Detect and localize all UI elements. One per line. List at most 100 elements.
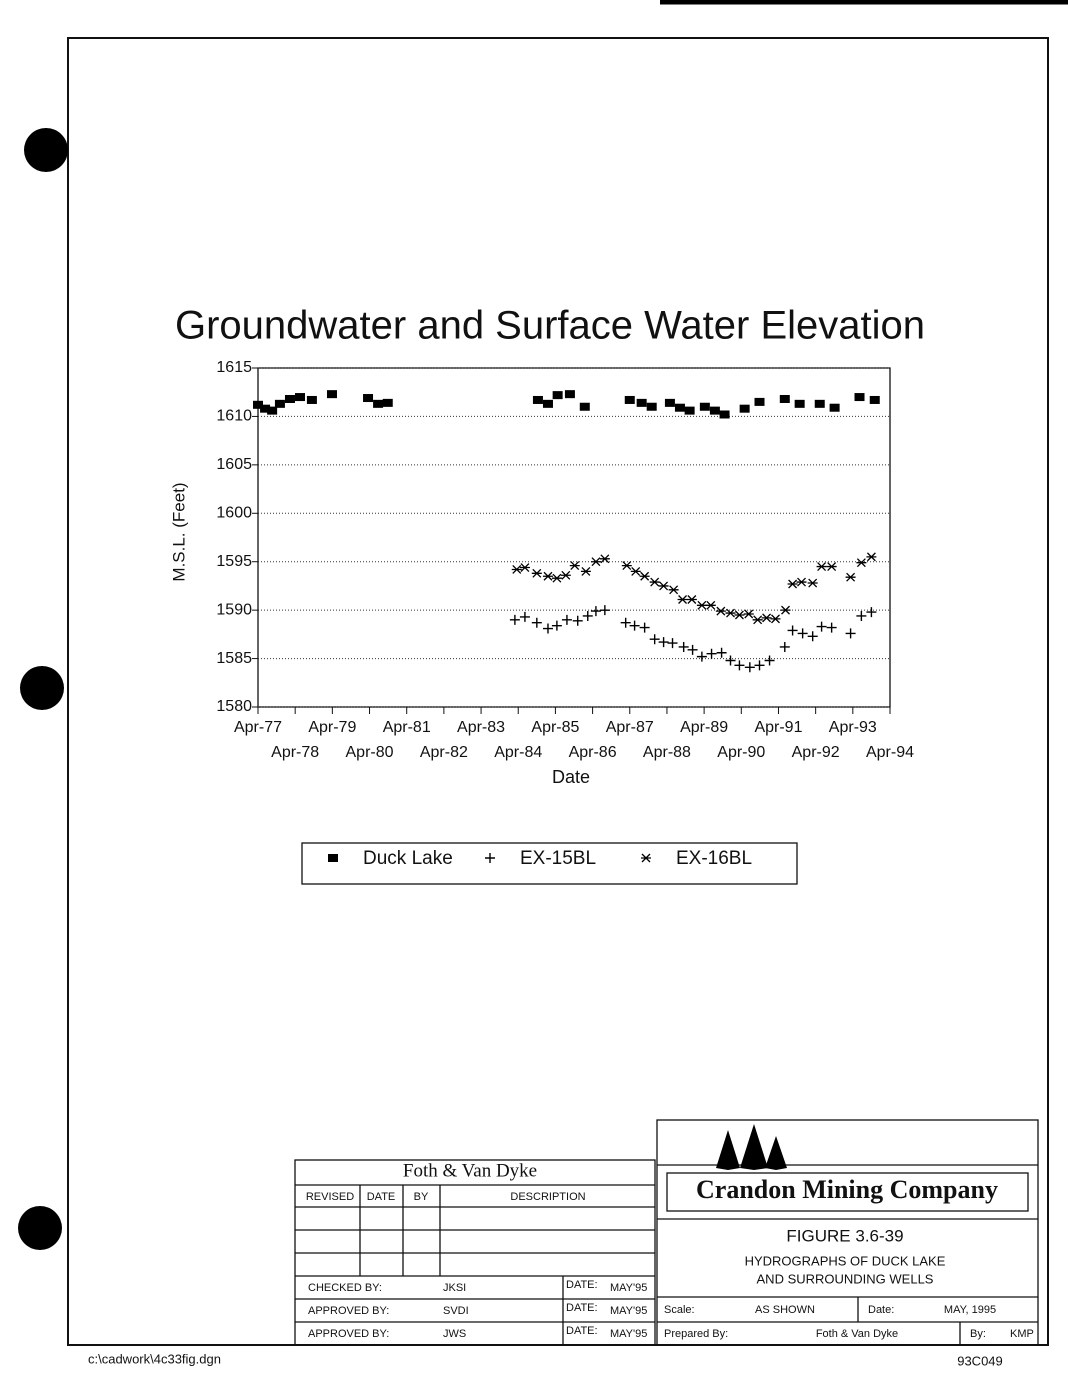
x-tick-label: Apr-87 bbox=[606, 719, 654, 736]
marker-asterisk bbox=[845, 572, 856, 582]
y-axis-label: M.S.L. (Feet) bbox=[169, 482, 188, 581]
marker-asterisk bbox=[796, 577, 807, 587]
marker-plus bbox=[845, 628, 856, 639]
marker-square bbox=[564, 390, 575, 399]
marker-square bbox=[829, 403, 840, 412]
figure-description: HYDROGRAPHS OF DUCK LAKE bbox=[745, 1253, 946, 1268]
y-tick-label: 1595 bbox=[216, 553, 252, 570]
marker-plus bbox=[797, 628, 808, 639]
drawing-number: 93C049 bbox=[957, 1353, 1003, 1368]
marker-asterisk bbox=[770, 614, 781, 624]
column-header: REVISED bbox=[306, 1191, 354, 1203]
marker-plus bbox=[667, 638, 678, 649]
marker-plus bbox=[582, 610, 593, 621]
marker-plus bbox=[754, 660, 765, 671]
marker-square bbox=[674, 403, 685, 412]
legend-marker bbox=[641, 853, 651, 863]
marker-square bbox=[739, 404, 750, 413]
marker-asterisk bbox=[639, 571, 650, 581]
y-tick-label: 1590 bbox=[216, 601, 252, 618]
date-label: Date: bbox=[868, 1304, 894, 1316]
marker-asterisk bbox=[542, 571, 553, 581]
figure-description: AND SURROUNDING WELLS bbox=[757, 1271, 934, 1286]
marker-square bbox=[267, 406, 278, 415]
marker-asterisk bbox=[519, 563, 530, 572]
by-label: By: bbox=[970, 1328, 986, 1340]
y-tick-label: 1580 bbox=[216, 698, 252, 715]
legend-label: EX-15BL bbox=[520, 848, 596, 869]
marker-plus bbox=[764, 655, 775, 666]
marker-asterisk bbox=[511, 565, 522, 574]
marker-asterisk bbox=[743, 609, 754, 619]
chart-title: Groundwater and Surface Water Elevation bbox=[175, 304, 925, 348]
marker-asterisk bbox=[590, 557, 601, 567]
x-tick-label: Apr-90 bbox=[717, 744, 765, 761]
marker-plus bbox=[826, 622, 837, 633]
legend-marker bbox=[485, 853, 495, 863]
marker-plus bbox=[734, 660, 745, 671]
marker-plus bbox=[779, 641, 790, 652]
revision-block bbox=[294, 1159, 656, 1346]
legend-box bbox=[301, 842, 798, 885]
marker-square bbox=[814, 399, 825, 408]
y-tick-label: 1605 bbox=[216, 456, 252, 473]
marker-asterisk bbox=[658, 581, 669, 591]
marker-square bbox=[719, 410, 730, 419]
marker-asterisk bbox=[705, 600, 716, 610]
marker-asterisk bbox=[531, 568, 542, 578]
scale: AS SHOWN bbox=[755, 1304, 815, 1316]
marker-asterisk bbox=[696, 600, 707, 610]
legend-marker bbox=[328, 854, 338, 862]
marker-asterisk bbox=[551, 573, 562, 583]
signoff-date-label: DATE: bbox=[566, 1302, 598, 1314]
marker-asterisk bbox=[630, 566, 641, 576]
x-tick-label: Apr-77 bbox=[234, 719, 282, 736]
marker-plus bbox=[678, 641, 689, 652]
marker-square bbox=[542, 399, 553, 408]
column-header: DATE bbox=[367, 1191, 396, 1203]
marker-plus bbox=[519, 611, 530, 622]
marker-asterisk bbox=[787, 579, 798, 589]
marker-asterisk bbox=[715, 606, 726, 616]
marker-plus bbox=[787, 625, 798, 636]
x-tick-label: Apr-80 bbox=[346, 744, 394, 761]
signoff-name: JKSI bbox=[443, 1282, 466, 1294]
company-name: Crandon Mining Company bbox=[696, 1175, 998, 1204]
x-tick-label: Apr-86 bbox=[569, 744, 617, 761]
punch-hole bbox=[24, 128, 68, 172]
punch-hole bbox=[18, 1206, 62, 1250]
x-tick-label: Apr-81 bbox=[383, 719, 431, 736]
marker-asterisk bbox=[686, 595, 697, 604]
y-tick-label: 1615 bbox=[216, 359, 252, 376]
marker-plus bbox=[531, 617, 542, 628]
marker-plus bbox=[551, 620, 562, 631]
signoff-label: APPROVED BY: bbox=[308, 1328, 389, 1340]
marker-plus bbox=[866, 607, 877, 618]
marker-square bbox=[373, 399, 384, 408]
marker-asterisk bbox=[752, 615, 763, 625]
column-header: BY bbox=[414, 1191, 429, 1203]
marker-square bbox=[794, 399, 805, 408]
company-block bbox=[656, 1119, 1039, 1346]
marker-square bbox=[624, 395, 635, 404]
by: KMP bbox=[1010, 1328, 1034, 1340]
marker-square bbox=[306, 395, 317, 404]
signoff-label: APPROVED BY: bbox=[308, 1305, 389, 1317]
marker-square bbox=[260, 404, 271, 413]
marker-plus bbox=[725, 655, 736, 666]
marker-asterisk bbox=[807, 578, 818, 588]
y-tick-label: 1610 bbox=[216, 408, 252, 425]
x-tick-label: Apr-78 bbox=[271, 744, 319, 761]
marker-square bbox=[699, 402, 710, 411]
marker-plus bbox=[696, 651, 707, 662]
marker-plus bbox=[658, 637, 669, 648]
prepared-label: Prepared By: bbox=[664, 1328, 728, 1340]
marker-asterisk bbox=[580, 566, 591, 576]
marker-square bbox=[646, 402, 657, 411]
marker-asterisk bbox=[826, 562, 837, 572]
scale-label: Scale: bbox=[664, 1304, 695, 1316]
x-tick-label: Apr-92 bbox=[792, 744, 840, 761]
x-tick-label: Apr-79 bbox=[308, 719, 356, 736]
marker-asterisk bbox=[734, 610, 745, 620]
marker-asterisk bbox=[569, 561, 580, 571]
